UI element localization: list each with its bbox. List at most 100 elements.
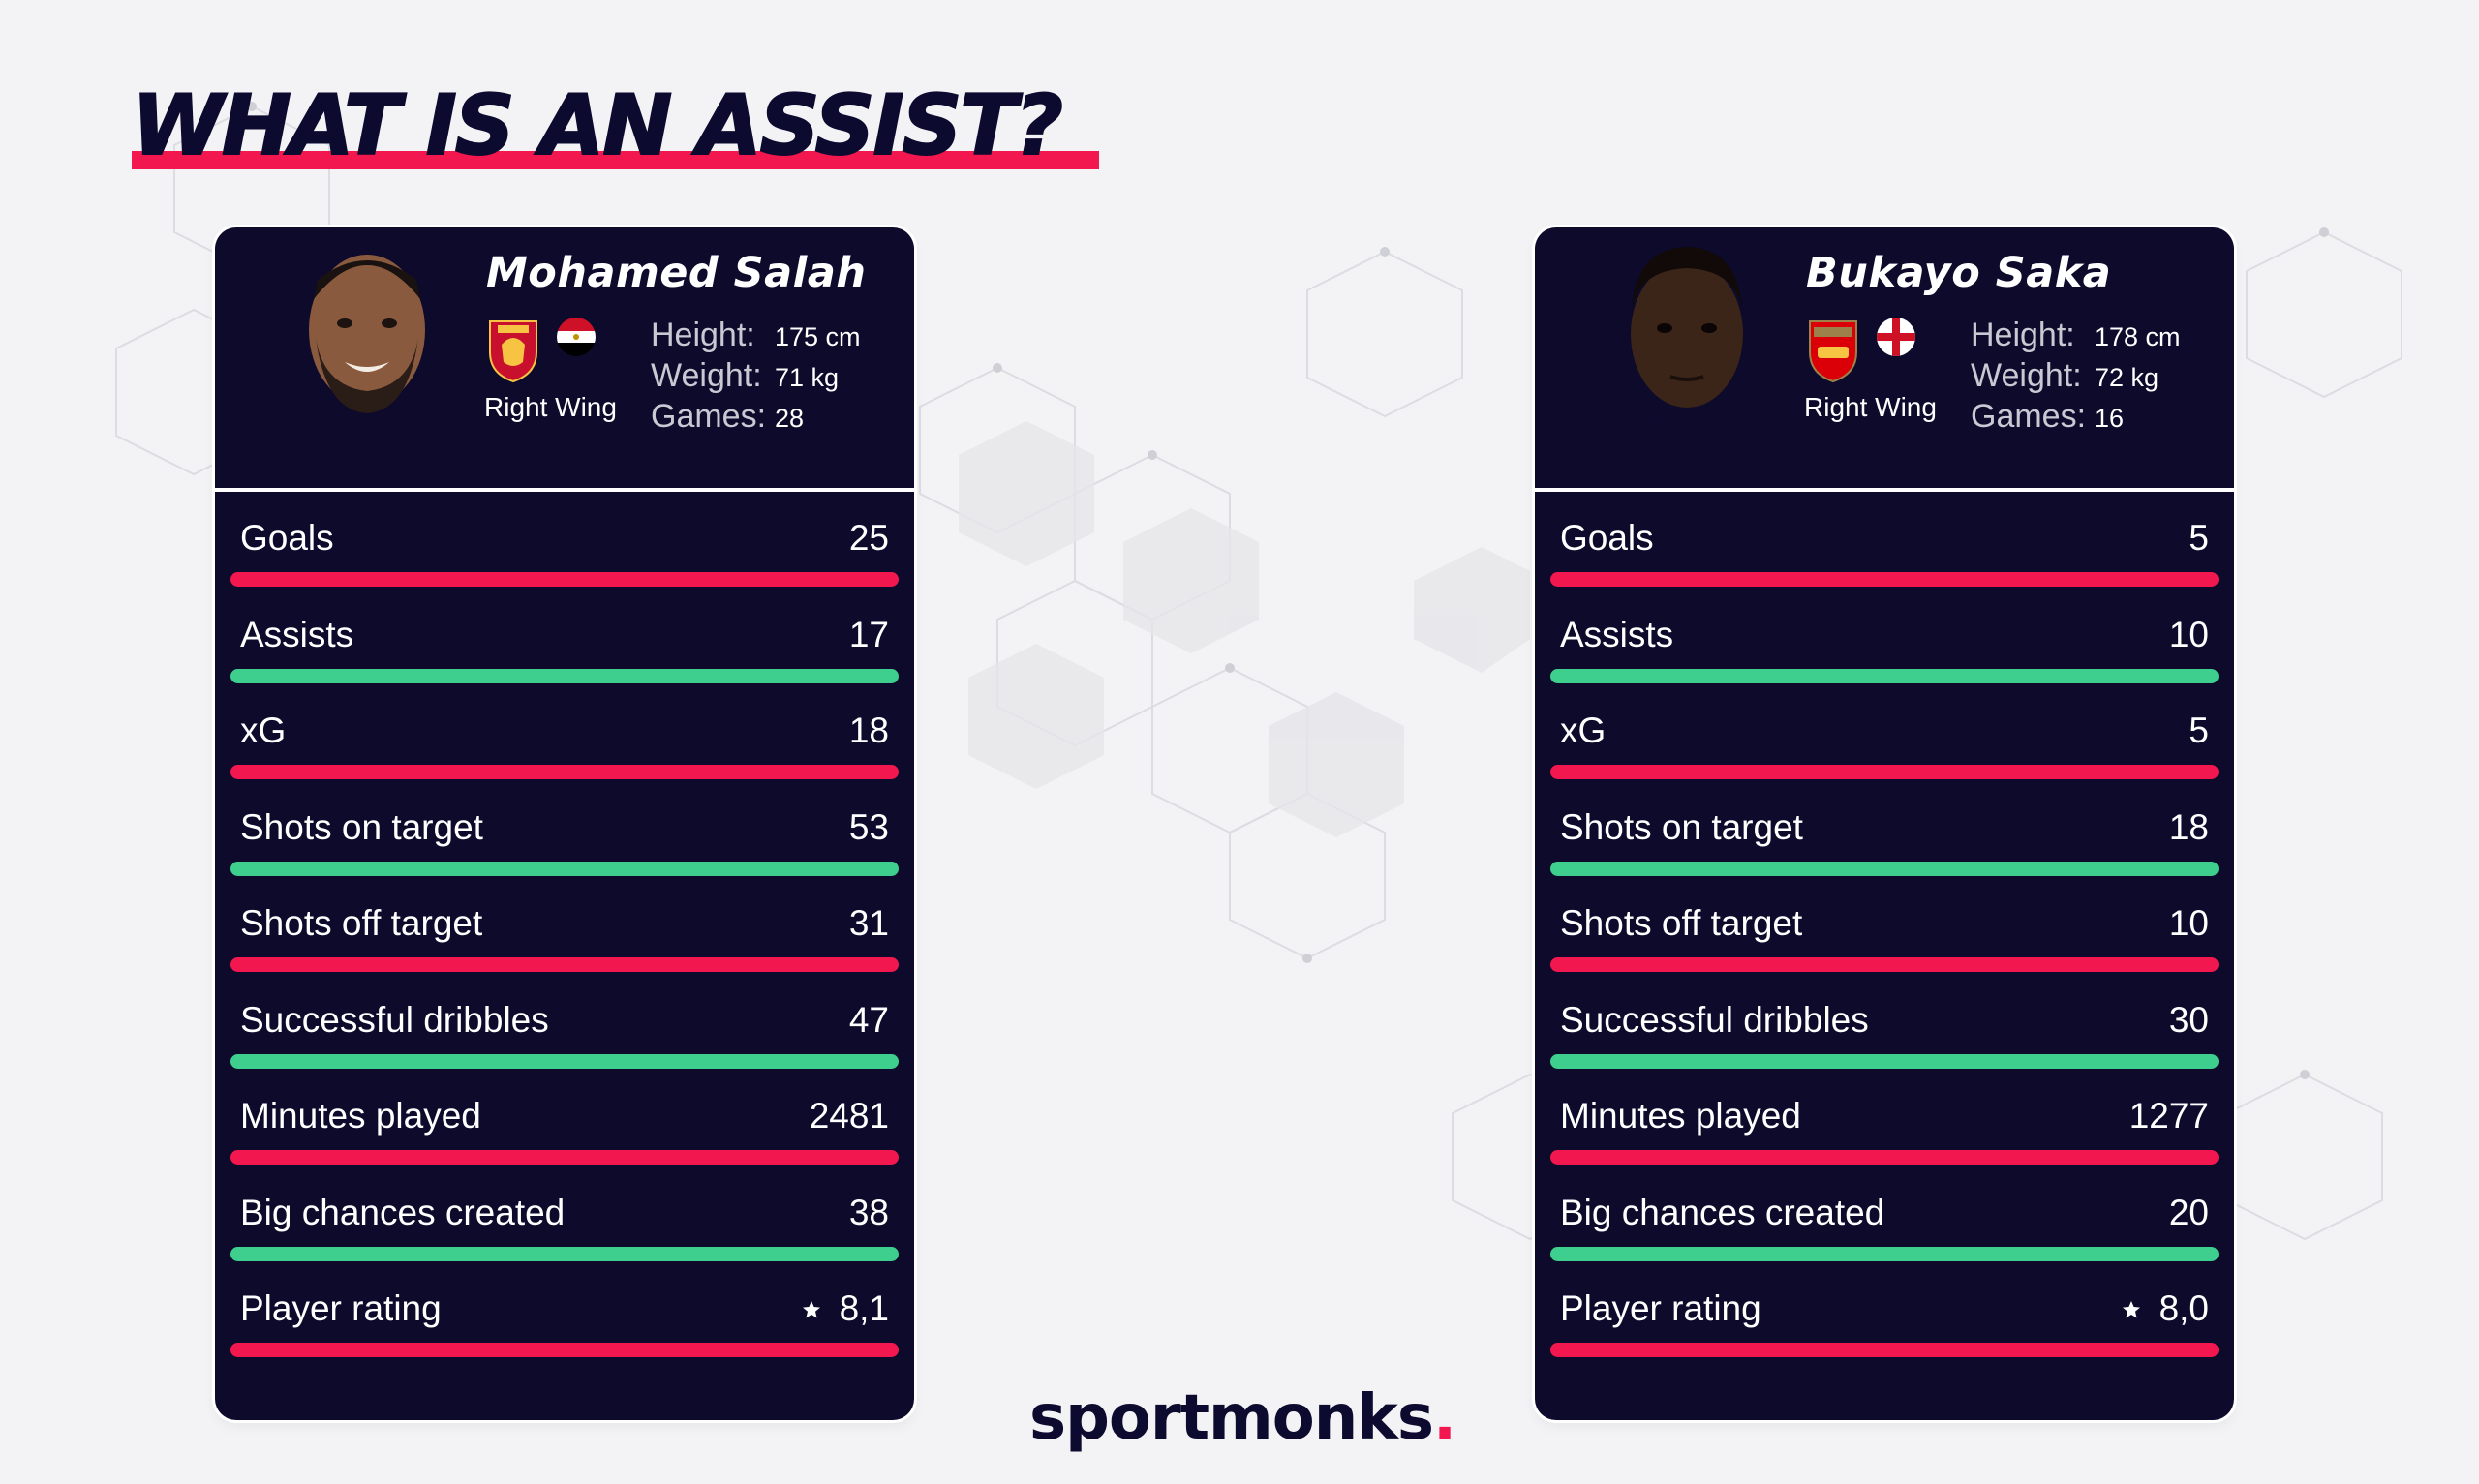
info-label: Games: (651, 398, 767, 435)
stat-value: 8,0 (2158, 1288, 2209, 1328)
player-name: Bukayo Saka (1806, 249, 2112, 297)
stat-bar-green (230, 1246, 899, 1261)
info-value: 72 kg (2095, 363, 2159, 392)
stat-bar-green (230, 1053, 899, 1069)
stat-row-big-chances-created: Big chances created 20 (1550, 1193, 2219, 1289)
stat-label: Minutes played (240, 1096, 481, 1136)
page-title-block: WHAT IS AN ASSIST? (131, 77, 1099, 174)
stat-value: 10 (2168, 614, 2209, 654)
stat-label: Assists (240, 614, 354, 654)
stat-value: 30 (2168, 999, 2209, 1040)
stat-row-shots-on-target: Shots on target 53 (230, 807, 899, 904)
stat-value: 31 (848, 903, 889, 943)
stat-row-xg: xG 18 (230, 711, 899, 807)
stat-bar-red (1550, 957, 2219, 972)
info-value: 178 cm (2095, 322, 2181, 351)
stat-value: 17 (848, 614, 889, 654)
stat-value: 18 (2168, 806, 2209, 847)
stat-label: Big chances created (240, 1192, 566, 1232)
egypt-flag-icon (557, 318, 596, 356)
stat-bar-red (1550, 572, 2219, 587)
england-flag-icon (1877, 318, 1915, 356)
stats-list: Goals 5 Assists 10 xG 5 Shots on target … (1550, 518, 2219, 1385)
player-avatar (1616, 241, 1758, 425)
stat-row-shots-off-target: Shots off target 31 (230, 903, 899, 1000)
stat-bar-red (230, 765, 899, 779)
stat-row-minutes-played: Minutes played 2481 (230, 1096, 899, 1193)
stat-bar-green (1550, 861, 2219, 876)
stat-label: Successful dribbles (240, 999, 549, 1040)
stat-row-successful-dribbles: Successful dribbles 47 (230, 1000, 899, 1097)
stat-bar-red (230, 572, 899, 587)
stat-value: 1277 (2128, 1096, 2209, 1136)
stat-row-assists: Assists 17 (230, 615, 899, 712)
stat-value: 5 (2188, 518, 2209, 558)
stat-label: xG (240, 711, 287, 750)
arsenal-crest-icon (1809, 320, 1857, 383)
stat-bar-green (1550, 1246, 2219, 1261)
stat-bar-green (230, 668, 899, 683)
stat-value: 20 (2168, 1192, 2209, 1232)
stat-bar-red (1550, 765, 2219, 779)
card-divider (215, 488, 914, 492)
stat-label: xG (1560, 711, 1607, 750)
stat-row-player-rating: Player rating 8,1 (230, 1288, 899, 1385)
stat-value: 8,1 (839, 1288, 889, 1328)
stat-label: Successful dribbles (1560, 999, 1869, 1040)
stat-row-goals: Goals 5 (1550, 518, 2219, 615)
stat-value: 2481 (809, 1096, 889, 1136)
stat-row-player-rating: Player rating 8,0 (1550, 1288, 2219, 1385)
stat-row-successful-dribbles: Successful dribbles 30 (1550, 1000, 2219, 1097)
stat-row-minutes-played: Minutes played 1277 (1550, 1096, 2219, 1193)
stat-bar-red (230, 1150, 899, 1165)
stat-label: Player rating (1560, 1288, 1761, 1328)
player-header: Mohamed Salah Right Wing Height: 175 cm … (215, 227, 914, 488)
card-divider (1535, 488, 2234, 492)
stat-value: 18 (848, 711, 889, 750)
liverpool-crest-icon (489, 320, 537, 383)
stat-value: 10 (2168, 903, 2209, 943)
stat-label: Goals (240, 518, 334, 558)
logo-text: sportmonks (1029, 1382, 1434, 1454)
page-title: WHAT IS AN ASSIST? (131, 77, 1064, 174)
stat-label: Shots off target (1560, 903, 1803, 943)
stat-value: 38 (848, 1192, 889, 1232)
stat-value: 53 (848, 806, 889, 847)
info-value: 175 cm (775, 322, 861, 351)
info-label: Weight: (1971, 357, 2082, 394)
stat-bar-red (230, 1343, 899, 1357)
player-position: Right Wing (1804, 392, 1937, 422)
star-icon (2123, 1301, 2140, 1318)
stat-value: 47 (848, 999, 889, 1040)
stat-bar-red (230, 957, 899, 972)
stat-label: Shots on target (1560, 806, 1803, 847)
player-card-saka: Bukayo Saka Right Wing Height: 178 cm We… (1535, 227, 2234, 1420)
info-value: 16 (2095, 404, 2125, 433)
stat-bar-green (1550, 1053, 2219, 1069)
stat-row-xg: xG 5 (1550, 711, 2219, 807)
logo-dot: . (1432, 1382, 1456, 1454)
player-name: Mohamed Salah (486, 249, 867, 297)
player-photo-icon (1616, 241, 1758, 425)
info-label: Games: (1971, 398, 2087, 435)
stat-value: 25 (848, 518, 889, 558)
stat-bar-green (230, 861, 899, 876)
info-value: 71 kg (775, 363, 840, 392)
stat-row-shots-on-target: Shots on target 18 (1550, 807, 2219, 904)
info-label: Weight: (651, 357, 762, 394)
stat-bar-red (1550, 1343, 2219, 1357)
stat-label: Shots off target (240, 903, 483, 943)
stat-label: Shots on target (240, 806, 483, 847)
stat-label: Assists (1560, 614, 1674, 654)
stats-list: Goals 25 Assists 17 xG 18 Shots on targe… (230, 518, 899, 1385)
info-label: Height: (1971, 317, 2075, 353)
player-photo-icon (296, 241, 438, 425)
stat-value: 5 (2188, 711, 2209, 750)
stat-row-shots-off-target: Shots off target 10 (1550, 903, 2219, 1000)
stat-label: Goals (1560, 518, 1654, 558)
stat-bar-red (1550, 1150, 2219, 1165)
player-avatar (296, 241, 438, 425)
stat-bar-green (1550, 668, 2219, 683)
player-position: Right Wing (484, 392, 617, 422)
